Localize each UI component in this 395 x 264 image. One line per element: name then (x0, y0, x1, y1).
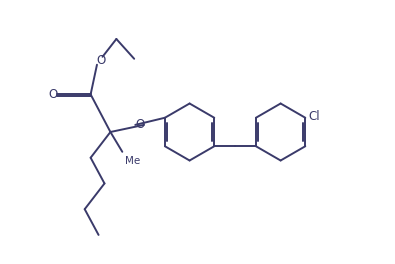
Text: O: O (135, 118, 144, 131)
Text: O: O (49, 88, 58, 101)
Text: Cl: Cl (308, 110, 320, 124)
Text: O: O (96, 54, 105, 67)
Text: Me: Me (126, 156, 141, 166)
